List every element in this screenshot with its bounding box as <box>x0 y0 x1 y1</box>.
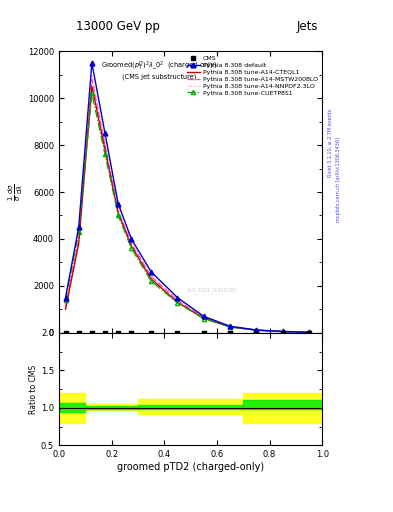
X-axis label: groomed pTD2 (charged-only): groomed pTD2 (charged-only) <box>117 462 264 472</box>
Text: mcplots.cern.ch [arXiv:1306.3436]: mcplots.cern.ch [arXiv:1306.3436] <box>336 137 341 222</box>
Text: Rivet 3.1.10, ≥ 2.7M events: Rivet 3.1.10, ≥ 2.7M events <box>328 109 333 178</box>
Point <box>115 329 121 337</box>
Point <box>174 329 181 337</box>
Point <box>201 329 207 337</box>
Legend: CMS, Pythia 8.308 default, Pythia 8.308 tune-A14-CTEQL1, Pythia 8.308 tune-A14-M: CMS, Pythia 8.308 default, Pythia 8.308 … <box>185 54 319 97</box>
Point <box>148 329 154 337</box>
Point <box>306 329 312 337</box>
Point <box>89 329 95 337</box>
Point <box>62 329 69 337</box>
Text: 13000 GeV pp: 13000 GeV pp <box>76 20 160 33</box>
Text: Groomed$(p_T^D)^2\lambda\_0^2$  (charged only)
(CMS jet substructure): Groomed$(p_T^D)^2\lambda\_0^2$ (charged … <box>101 60 217 80</box>
Point <box>102 329 108 337</box>
Point <box>128 329 134 337</box>
Point <box>227 329 233 337</box>
Y-axis label: $\frac{1}{\sigma}\,\frac{d\sigma}{d\lambda}$: $\frac{1}{\sigma}\,\frac{d\sigma}{d\lamb… <box>7 183 25 201</box>
Text: Jets: Jets <box>297 20 318 33</box>
Text: ALS_2021_I1920187: ALS_2021_I1920187 <box>187 288 237 293</box>
Y-axis label: Ratio to CMS: Ratio to CMS <box>29 365 38 414</box>
Point <box>75 329 82 337</box>
Point <box>280 329 286 337</box>
Point <box>253 329 260 337</box>
